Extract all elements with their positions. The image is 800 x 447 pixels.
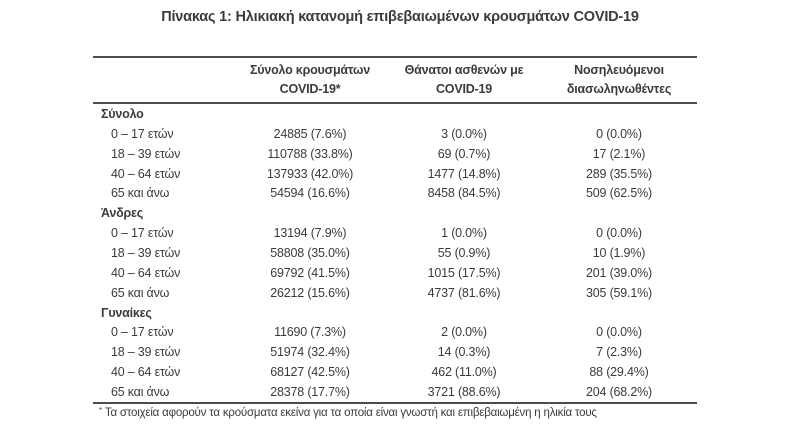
age-group-cell: 65 και άνω <box>111 285 170 300</box>
intubated-cell: 201 (39.0%) <box>586 265 652 280</box>
header-total-cases-line2: COVID-19* <box>279 81 341 96</box>
total-cases-cell: 11690 (7.3%) <box>274 325 346 340</box>
section-header-row: Γυναίκες <box>93 303 697 323</box>
table-header-rule <box>93 102 697 104</box>
table-row: 40 – 64 ετών 69792 (41.5%) 1015 (17.5%) 201… <box>93 263 697 283</box>
header-total-cases: Σύνολο κρουσμάτων COVID-19* <box>233 61 387 98</box>
deaths-cell: 2 (0.0%) <box>441 325 487 340</box>
table-top-rule <box>93 56 697 58</box>
deaths-cell: 8458 (84.5%) <box>427 186 501 201</box>
header-total-cases-line1: Σύνολο κρουσμάτων <box>249 63 371 77</box>
header-intubated: Νοσηλευόμενοι διασωληνωθέντες <box>541 61 697 98</box>
intubated-cell: 0 (0.0%) <box>596 126 642 141</box>
total-cases-cell: 110788 (33.8%) <box>267 146 353 161</box>
deaths-cell: 1015 (17.5%) <box>427 265 501 280</box>
section-label: Άνδρες <box>101 206 144 221</box>
intubated-cell: 7 (2.3%) <box>596 345 642 360</box>
age-group-cell: 65 και άνω <box>111 384 170 399</box>
table-body: Σύνολο 0 – 17 ετών 24885 (7.6%) 3 (0.0%) 0 (… <box>93 104 697 402</box>
deaths-cell: 462 (11.0%) <box>431 365 497 380</box>
deaths-cell: 1477 (14.8%) <box>427 166 501 181</box>
footnote-text: Τα στοιχεία αφορούν τα κρούσματα εκείνα … <box>104 406 597 419</box>
table-bottom-rule <box>93 401 697 404</box>
age-group-cell: 0 – 17 ετών <box>111 226 174 241</box>
age-group-cell: 0 – 17 ετών <box>111 126 174 141</box>
table-row: 40 – 64 ετών 68127 (42.5%) 462 (11.0%) 88 (… <box>93 362 697 382</box>
total-cases-cell: 54594 (16.6%) <box>270 186 350 201</box>
deaths-cell: 1 (0.0%) <box>441 226 487 241</box>
table-row: 18 – 39 ετών 51974 (32.4%) 14 (0.3%) 7 (2.3… <box>93 342 697 362</box>
age-group-cell: 65 και άνω <box>111 186 170 201</box>
header-intubated-line2: διασωληνωθέντες <box>566 81 672 96</box>
deaths-cell: 3721 (88.6%) <box>427 384 501 399</box>
table-row: 65 και άνω 26212 (15.6%) 4737 (81.6%) 305 (… <box>93 283 697 303</box>
age-group-cell: 0 – 17 ετών <box>111 325 174 340</box>
total-cases-cell: 13194 (7.9%) <box>273 226 347 241</box>
covid-age-distribution-table: Σύνολο κρουσμάτων COVID-19* Θάνατοι ασθε… <box>93 56 697 419</box>
intubated-cell: 88 (29.4%) <box>589 365 649 380</box>
table-row: 65 και άνω 54594 (16.6%) 8458 (84.5%) 509 (… <box>93 183 697 203</box>
total-cases-cell: 51974 (32.4%) <box>270 345 350 360</box>
intubated-cell: 0 (0.0%) <box>596 226 642 241</box>
table-title: Πίνακας 1: Ηλικιακή κατανομή επιβεβαιωμέ… <box>161 9 639 25</box>
age-group-cell: 18 – 39 ετών <box>111 245 181 260</box>
total-cases-cell: 69792 (41.5%) <box>270 265 350 280</box>
section-label: Γυναίκες <box>101 305 152 320</box>
age-group-cell: 40 – 64 ετών <box>111 166 181 181</box>
report-page: Πίνακας 1: Ηλικιακή κατανομή επιβεβαιωμέ… <box>0 9 800 447</box>
deaths-cell: 3 (0.0%) <box>441 126 487 141</box>
footnote-marker: * <box>99 405 102 415</box>
intubated-cell: 10 (1.9%) <box>592 245 646 260</box>
intubated-cell: 305 (59.1%) <box>586 285 652 300</box>
table-row: 40 – 64 ετών 137933 (42.0%) 1477 (14.8%) 28… <box>93 164 697 184</box>
age-group-cell: 40 – 64 ετών <box>111 265 181 280</box>
header-intubated-line1: Νοσηλευόμενοι <box>574 63 664 77</box>
intubated-cell: 17 (2.1%) <box>592 146 646 161</box>
total-cases-cell: 58808 (35.0%) <box>270 245 350 260</box>
header-deaths-line2: COVID-19 <box>435 81 493 96</box>
table-row: 0 – 17 ετών 13194 (7.9%) 1 (0.0%) 0 (0.0%) <box>93 223 697 243</box>
intubated-cell: 0 (0.0%) <box>596 325 642 340</box>
total-cases-cell: 24885 (7.6%) <box>273 126 347 141</box>
section-header-row: Άνδρες <box>93 203 697 223</box>
table-footnote: * Τα στοιχεία αφορούν τα κρούσματα εκείνα… <box>93 404 697 419</box>
deaths-cell: 69 (0.7%) <box>437 146 491 161</box>
deaths-cell: 55 (0.9%) <box>437 245 491 260</box>
table-row: 18 – 39 ετών 110788 (33.8%) 69 (0.7%) 17 (2… <box>93 144 697 164</box>
intubated-cell: 204 (68.2%) <box>586 384 652 399</box>
table-header-row: Σύνολο κρουσμάτων COVID-19* Θάνατοι ασθε… <box>93 58 697 102</box>
age-group-cell: 18 – 39 ετών <box>111 345 181 360</box>
total-cases-cell: 28378 (17.7%) <box>270 384 350 399</box>
deaths-cell: 14 (0.3%) <box>437 345 491 360</box>
intubated-cell: 509 (62.5%) <box>586 186 652 201</box>
table-row: 18 – 39 ετών 58808 (35.0%) 55 (0.9%) 10 (1.… <box>93 243 697 263</box>
section-header-row: Σύνολο <box>93 104 697 124</box>
table-row: 0 – 17 ετών 11690 (7.3%) 2 (0.0%) 0 (0.0%) <box>93 322 697 342</box>
table-row: 65 και άνω 28378 (17.7%) 3721 (88.6%) 204 (… <box>93 382 697 402</box>
intubated-cell: 289 (35.5%) <box>586 166 652 181</box>
deaths-cell: 4737 (81.6%) <box>427 285 501 300</box>
table-row: 0 – 17 ετών 24885 (7.6%) 3 (0.0%) 0 (0.0%) <box>93 124 697 144</box>
header-deaths: Θάνατοι ασθενών με COVID-19 <box>387 61 541 98</box>
total-cases-cell: 26212 (15.6%) <box>270 285 350 300</box>
age-group-cell: 18 – 39 ετών <box>111 146 181 161</box>
age-group-cell: 40 – 64 ετών <box>111 365 181 380</box>
header-deaths-line1: Θάνατοι ασθενών με <box>404 63 524 77</box>
total-cases-cell: 68127 (42.5%) <box>270 365 350 380</box>
section-label: Σύνολο <box>101 106 144 121</box>
total-cases-cell: 137933 (42.0%) <box>266 166 354 181</box>
